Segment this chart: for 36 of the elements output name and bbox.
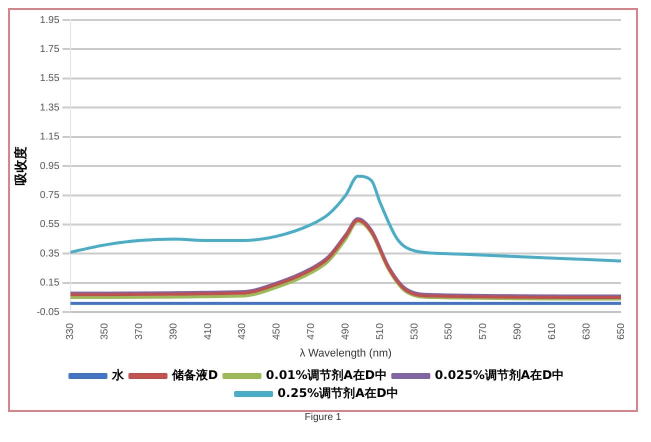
x-tick-label: 470 (306, 322, 318, 340)
x-tick-label: 410 (202, 322, 214, 340)
y-tick-label: 0.55 (40, 219, 60, 230)
caption: Figure 1 (304, 412, 342, 423)
y-tick-label: 1.55 (40, 73, 60, 84)
y-tick-label: 0.35 (40, 248, 60, 260)
x-tick-label: 590 (512, 322, 524, 340)
legend-label: 0.025%调节剂A在D中 (434, 368, 564, 382)
legend-label: 水 (110, 368, 125, 382)
x-tick-label: 650 (616, 322, 627, 340)
x-tick-label: 390 (168, 322, 180, 340)
y-tick-label: 1.95 (40, 14, 60, 26)
x-tick-label: 490 (340, 322, 352, 340)
y-tick-label: 1.35 (40, 102, 60, 114)
x-tick-label: 430 (237, 322, 248, 340)
x-tick-label: 510 (374, 322, 386, 340)
x-tick-label: 550 (444, 322, 455, 340)
y-tick-label: 0.75 (40, 190, 60, 202)
x-axis-title: λ Wavelength (nm) (300, 347, 392, 360)
x-tick-label: 570 (478, 322, 490, 340)
x-tick-label: 610 (546, 322, 558, 340)
legend-label: 储备液D (170, 368, 218, 382)
x-tick-label: 530 (409, 322, 420, 340)
y-tick-label: -0.05 (36, 306, 60, 318)
y-tick-label: 0.15 (40, 278, 60, 289)
x-tick-label: 330 (65, 322, 76, 340)
x-tick-label: 370 (134, 322, 145, 340)
legend-label: 0.01%调节剂A在D中 (266, 368, 387, 382)
y-axis-title: 吸收度 (13, 146, 30, 186)
x-tick-label: 350 (100, 322, 111, 340)
x-tick-label: 630 (581, 322, 592, 340)
x-tick-label: 450 (272, 322, 283, 340)
y-tick-label: 0.95 (40, 160, 60, 172)
y-tick-label: 1.15 (40, 132, 60, 143)
legend-label: 0.25%调节剂A在D中 (278, 386, 398, 400)
y-tick-label: 1.75 (40, 44, 60, 55)
